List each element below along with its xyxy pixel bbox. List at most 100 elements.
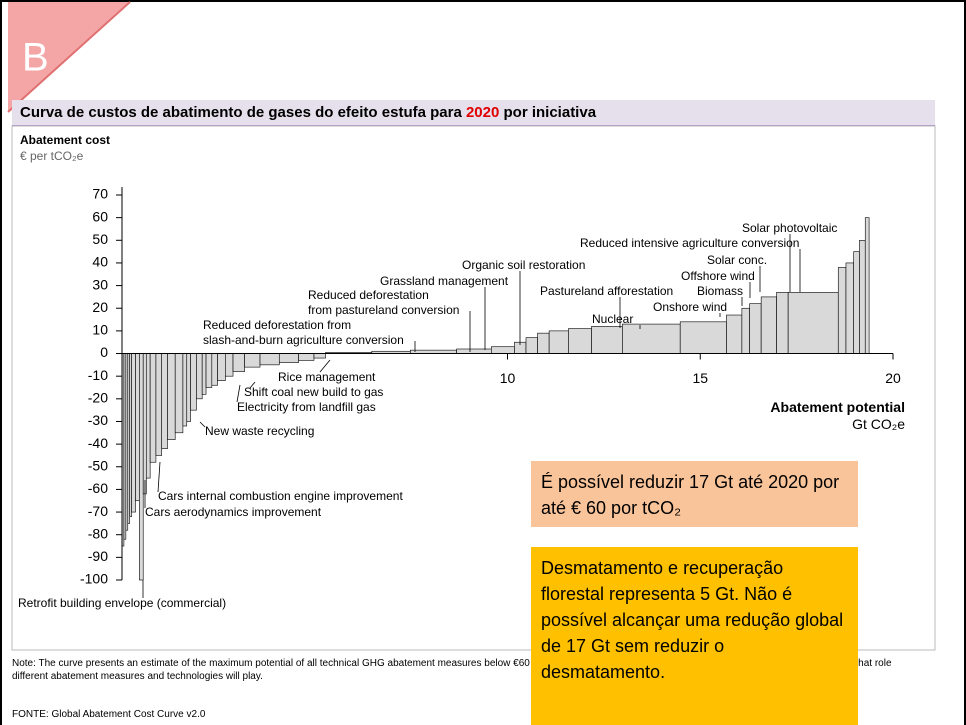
bar bbox=[837, 267, 847, 354]
title-part: Curva de custos de abatimento de gases d… bbox=[20, 104, 466, 121]
bar bbox=[749, 303, 762, 354]
bar bbox=[548, 330, 569, 354]
y-tick-label: -50 bbox=[88, 457, 108, 473]
annotation: Electricity from landfill gas bbox=[237, 400, 376, 414]
bar bbox=[622, 323, 681, 354]
leader-line bbox=[249, 381, 256, 389]
bar bbox=[298, 353, 315, 361]
annotation: Reduced intensive agriculture conversion bbox=[580, 236, 799, 250]
bar bbox=[145, 353, 151, 479]
y-tick-label: -90 bbox=[88, 548, 108, 564]
bar bbox=[491, 346, 515, 354]
y-tick-label: -40 bbox=[88, 435, 108, 451]
y-tick-label: -100 bbox=[80, 571, 108, 587]
bar bbox=[217, 353, 226, 382]
bar bbox=[149, 353, 157, 463]
bar bbox=[859, 239, 866, 354]
badge-letter: B bbox=[22, 36, 49, 80]
bar bbox=[853, 251, 860, 354]
bar bbox=[131, 353, 136, 513]
x-tick-label: 20 bbox=[885, 370, 901, 386]
annotation: Grassland management bbox=[380, 274, 509, 288]
bar bbox=[845, 262, 854, 354]
bar bbox=[787, 292, 839, 354]
bar bbox=[232, 353, 245, 372]
title-highlight: 2020 bbox=[465, 104, 500, 121]
bar bbox=[139, 353, 144, 581]
bar bbox=[864, 217, 870, 354]
bar bbox=[525, 337, 538, 354]
bar bbox=[205, 353, 213, 388]
annotation: Rice management bbox=[278, 370, 376, 384]
annotation: Biomass bbox=[697, 284, 743, 298]
leader-line bbox=[319, 359, 331, 373]
annotation: Solar conc. bbox=[707, 253, 767, 267]
bar bbox=[278, 353, 299, 363]
y-tick-label: -20 bbox=[88, 390, 108, 406]
bar bbox=[313, 353, 326, 359]
annotation: from pastureland conversion bbox=[308, 303, 459, 317]
annotation: Retrofit building envelope (commercial) bbox=[18, 596, 226, 610]
bar bbox=[225, 353, 234, 377]
annotation: Offshore wind bbox=[681, 269, 755, 283]
leader-line bbox=[157, 461, 161, 493]
callout-box: Desmatamento e recuperação florestal rep… bbox=[531, 547, 858, 725]
annotation: New waste recycling bbox=[205, 424, 314, 438]
note: Note: The curve presents an estimate of … bbox=[12, 658, 892, 682]
y-tick-label: 10 bbox=[92, 322, 108, 338]
leader-line bbox=[236, 384, 241, 403]
x-tick-label: 15 bbox=[692, 370, 708, 386]
bar bbox=[410, 349, 457, 354]
bar bbox=[211, 353, 218, 386]
bar bbox=[142, 353, 147, 495]
bar bbox=[537, 332, 550, 354]
bar bbox=[186, 353, 191, 422]
bar bbox=[259, 353, 280, 366]
annotation: Onshore wind bbox=[653, 300, 727, 314]
y-tick-label: -10 bbox=[88, 367, 108, 383]
y-tick-label: 70 bbox=[92, 186, 108, 202]
annotation: Cars internal combustion engine improvem… bbox=[158, 489, 403, 503]
bar bbox=[760, 296, 777, 354]
y-tick-label: 20 bbox=[92, 299, 108, 315]
annotation: Reduced deforestation bbox=[308, 288, 429, 302]
corner-edge bbox=[7, 1, 131, 113]
bar bbox=[726, 314, 743, 354]
bar bbox=[201, 353, 207, 395]
annotation: Reduced deforestation from bbox=[203, 318, 351, 332]
x-axis-label: Abatement potential bbox=[770, 399, 905, 415]
x-axis-unit: Gt CO₂e bbox=[852, 416, 905, 432]
bar bbox=[182, 353, 188, 427]
bar bbox=[456, 348, 492, 354]
annotation: Nuclear bbox=[592, 312, 633, 326]
bar bbox=[190, 353, 197, 411]
x-tick-label: 10 bbox=[500, 370, 516, 386]
bar bbox=[155, 353, 163, 456]
bar bbox=[679, 321, 727, 354]
bar bbox=[591, 326, 623, 354]
source: FONTE: Global Abatement Cost Curve v2.0 bbox=[12, 709, 206, 720]
y-tick-label: 40 bbox=[92, 254, 108, 270]
y-tick-label: -70 bbox=[88, 503, 108, 519]
y-axis-label: Abatement cost bbox=[20, 133, 111, 147]
bar bbox=[776, 292, 789, 354]
chart-frame bbox=[11, 125, 936, 651]
bar bbox=[244, 353, 261, 368]
bar bbox=[568, 328, 592, 354]
bar bbox=[135, 353, 140, 502]
y-tick-label: 0 bbox=[100, 344, 108, 360]
bar bbox=[167, 353, 176, 440]
callout-box: É possível reduzir 17 Gt até 2020 por at… bbox=[531, 461, 858, 527]
y-tick-label: 50 bbox=[92, 231, 108, 247]
annotation: Pastureland afforestation bbox=[540, 284, 673, 298]
bar bbox=[161, 353, 168, 449]
chart-title: Curva de custos de abatimento de gases d… bbox=[12, 100, 935, 126]
annotation: Cars aerodynamics improvement bbox=[145, 505, 322, 519]
y-axis-unit: € per tCO₂e bbox=[20, 149, 84, 163]
title-part: por iniciativa bbox=[499, 104, 597, 121]
y-tick-label: 30 bbox=[92, 276, 108, 292]
annotation: Solar photovoltaic bbox=[742, 221, 837, 235]
